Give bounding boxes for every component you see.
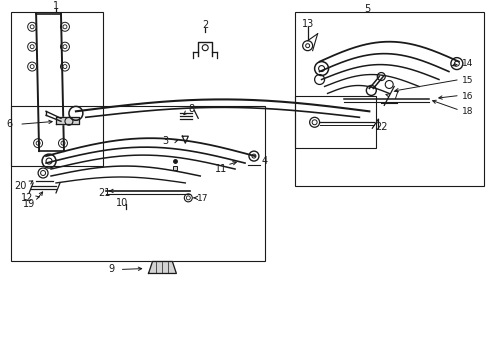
Bar	[294, 96, 376, 148]
Text: 3: 3	[162, 136, 168, 146]
Text: 5: 5	[364, 4, 370, 14]
Text: 20: 20	[14, 181, 26, 191]
Text: 17: 17	[197, 194, 208, 203]
Text: 21: 21	[98, 188, 110, 198]
Bar	[294, 12, 483, 186]
Text: 9: 9	[108, 265, 115, 274]
Text: 7: 7	[391, 91, 398, 102]
Polygon shape	[148, 261, 176, 274]
Bar	[11, 106, 264, 261]
Text: 10: 10	[116, 198, 128, 208]
Text: 16: 16	[461, 92, 472, 101]
Text: 15: 15	[461, 76, 472, 85]
Text: 8: 8	[188, 104, 194, 114]
Text: 11: 11	[215, 164, 227, 174]
Text: 6: 6	[6, 119, 12, 129]
Text: 13: 13	[301, 19, 313, 29]
Polygon shape	[56, 117, 79, 124]
Text: 12: 12	[21, 193, 34, 203]
Bar	[11, 12, 102, 166]
Text: 18: 18	[461, 107, 472, 116]
Text: 14: 14	[461, 59, 472, 68]
Text: 1: 1	[53, 1, 59, 11]
Text: 4: 4	[262, 156, 267, 166]
Text: 2: 2	[202, 20, 208, 30]
Text: 22: 22	[374, 122, 387, 132]
Text: 19: 19	[23, 199, 35, 209]
